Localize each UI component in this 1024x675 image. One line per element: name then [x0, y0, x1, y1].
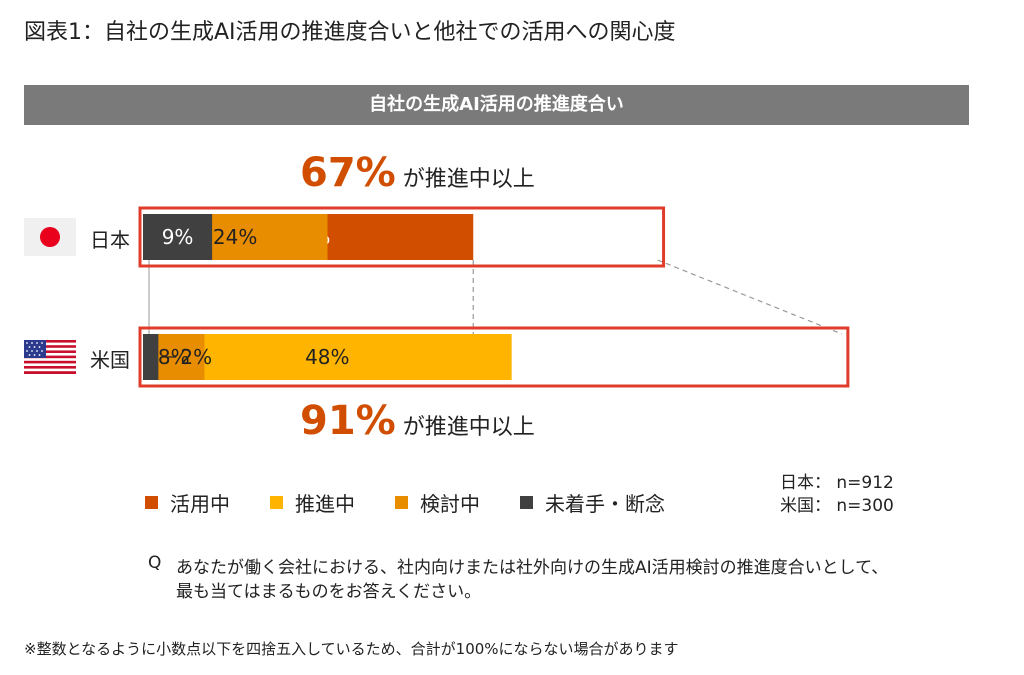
legend-swatch-suishin — [270, 496, 283, 509]
data-label-japan-michakushu: 9% — [162, 225, 194, 249]
bar-us-michakushu — [143, 334, 159, 380]
us-callout-suffix: が推進中以上 — [402, 415, 535, 440]
bar-japan-michakushu — [143, 214, 213, 260]
category-label-us: 米国 — [90, 348, 130, 372]
us-flag-icon — [24, 340, 76, 374]
legend-swatch-katsuyo — [145, 496, 158, 509]
us-callout-value: 91% — [300, 398, 396, 444]
highlight-box-japan — [138, 206, 666, 268]
legend-item-kento: 検討中 — [395, 488, 480, 517]
sample-size-us: 米国： n=300 — [780, 496, 894, 516]
legend-item-michakushu: 未着手・断念 — [520, 488, 665, 517]
japan-callout-suffix: が推進中以上 — [402, 167, 535, 192]
legend-label-kento: 検討中 — [420, 492, 480, 516]
legend-item-suishin: 推進中 — [270, 488, 355, 517]
highlight-box-us — [138, 326, 850, 388]
legend: 活用中 推進中 検討中 未着手・断念 — [145, 488, 665, 517]
legend-label-michakushu: 未着手・断念 — [545, 492, 665, 516]
connector-line-suishin — [657, 259, 843, 335]
data-label-japan-kento: 24% — [213, 225, 257, 249]
question-prefix: Q — [148, 553, 162, 573]
us-callout: 91% が推進中以上 — [300, 398, 535, 444]
japan-callout: 67% が推進中以上 — [300, 150, 535, 196]
legend-item-katsuyo: 活用中 — [145, 488, 230, 517]
category-label-japan: 日本 — [90, 228, 130, 252]
sample-size-japan: 日本： n=912 — [780, 473, 894, 493]
legend-label-suishin: 推進中 — [295, 492, 355, 516]
question-line-2: 最も当てはまるものをお答えください。 — [176, 582, 482, 602]
legend-swatch-kento — [395, 496, 408, 509]
figure-title: 図表1：自社の生成AI活用の推進度合いと他社での活用への関心度 — [24, 20, 676, 45]
footnote: ※整数となるように小数点以下を四捨五入しているため、合計が100%にならない場合… — [24, 640, 679, 658]
japan-callout-value: 67% — [300, 150, 396, 196]
legend-label-katsuyo: 活用中 — [170, 492, 230, 516]
data-label-us-suishin: 48% — [305, 345, 349, 369]
legend-swatch-michakushu — [520, 496, 533, 509]
japan-flag-icon — [24, 218, 76, 256]
chart-banner-title: 自社の生成AI活用の推進度合い — [24, 85, 969, 125]
question-line-1: あなたが働く会社における、社内向けまたは社外向けの生成AI活用検討の推進度合いと… — [176, 558, 889, 578]
data-label-us-michakushu: 2% — [180, 345, 212, 369]
